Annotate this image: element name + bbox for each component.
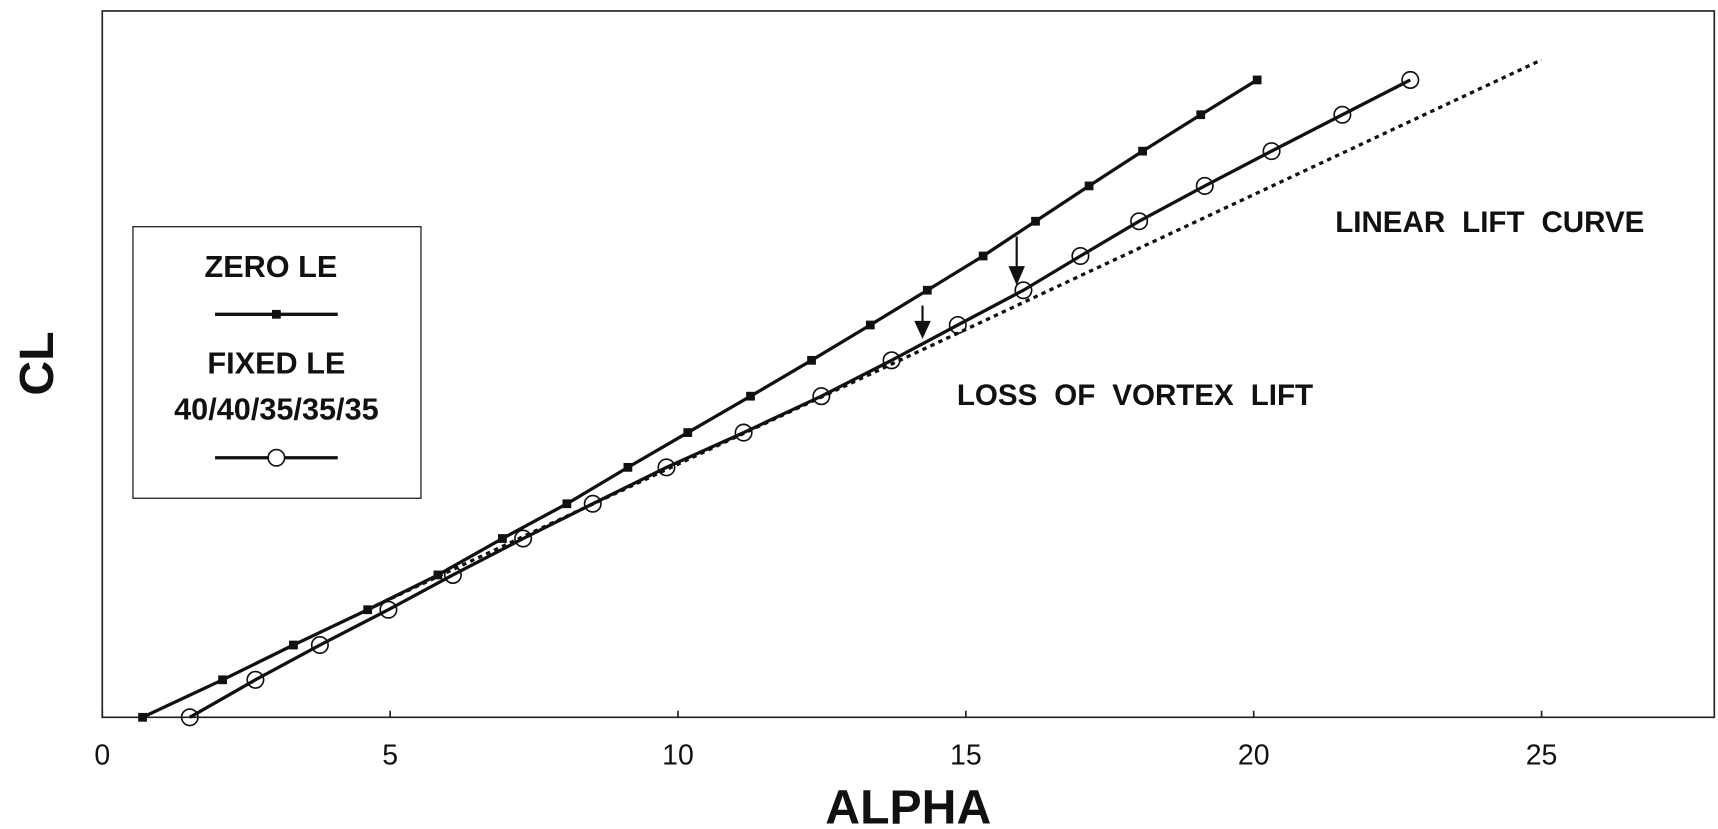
- marker: [922, 285, 932, 295]
- marker: [180, 708, 199, 727]
- marker: [1031, 216, 1040, 226]
- legend-marker: [267, 448, 286, 467]
- legend-note: 40/40/35/35/35: [174, 392, 379, 426]
- marker: [583, 494, 602, 513]
- arrow-head: [914, 320, 931, 339]
- marker: [562, 499, 572, 509]
- x-tick-label: 5: [382, 739, 398, 771]
- x-tick-label: 25: [1526, 739, 1558, 771]
- marker: [1014, 281, 1033, 300]
- marker: [978, 251, 988, 261]
- legend-label: FIXED LE: [207, 346, 345, 380]
- marker: [1401, 70, 1420, 89]
- marker: [443, 565, 462, 584]
- annotation: LOSS OF VORTEX LIFT: [957, 379, 1313, 412]
- marker: [289, 640, 298, 650]
- marker: [683, 428, 693, 437]
- x-axis-label: ALPHA: [825, 781, 991, 829]
- marker: [812, 387, 831, 406]
- series-line: [366, 58, 1543, 612]
- marker: [746, 391, 755, 401]
- marker: [246, 670, 265, 689]
- marker: [1252, 75, 1262, 85]
- annotation: LINEAR LIFT CURVE: [1335, 206, 1644, 239]
- x-tick-label: 20: [1238, 739, 1270, 771]
- marker: [138, 712, 147, 722]
- x-tick-label: 0: [94, 739, 110, 771]
- x-tick-label: 15: [950, 739, 982, 771]
- arrow-head: [1008, 266, 1025, 286]
- y-axis-label: CL: [10, 331, 64, 395]
- marker: [1262, 142, 1281, 161]
- marker: [1333, 105, 1352, 124]
- marker: [218, 675, 227, 685]
- marker: [379, 600, 398, 619]
- legend-label: ZERO LE: [204, 250, 337, 284]
- legend: ZERO LE FIXED LE 40/40/35/35/35: [132, 226, 422, 499]
- legend-marker: [272, 309, 281, 319]
- marker: [807, 355, 816, 365]
- marker: [623, 462, 633, 472]
- marker: [865, 320, 875, 330]
- marker: [1084, 181, 1094, 191]
- marker: [1196, 110, 1206, 120]
- marker: [310, 635, 329, 655]
- x-tick-label: 10: [662, 739, 694, 771]
- marker: [514, 529, 533, 548]
- plot-frame: [101, 10, 1716, 719]
- marker: [1130, 212, 1149, 231]
- marker: [734, 423, 753, 442]
- marker: [1138, 146, 1147, 156]
- marker: [657, 458, 676, 477]
- marker: [498, 534, 507, 543]
- marker: [1071, 246, 1090, 266]
- marker: [1195, 176, 1214, 195]
- arrows: [914, 236, 1025, 339]
